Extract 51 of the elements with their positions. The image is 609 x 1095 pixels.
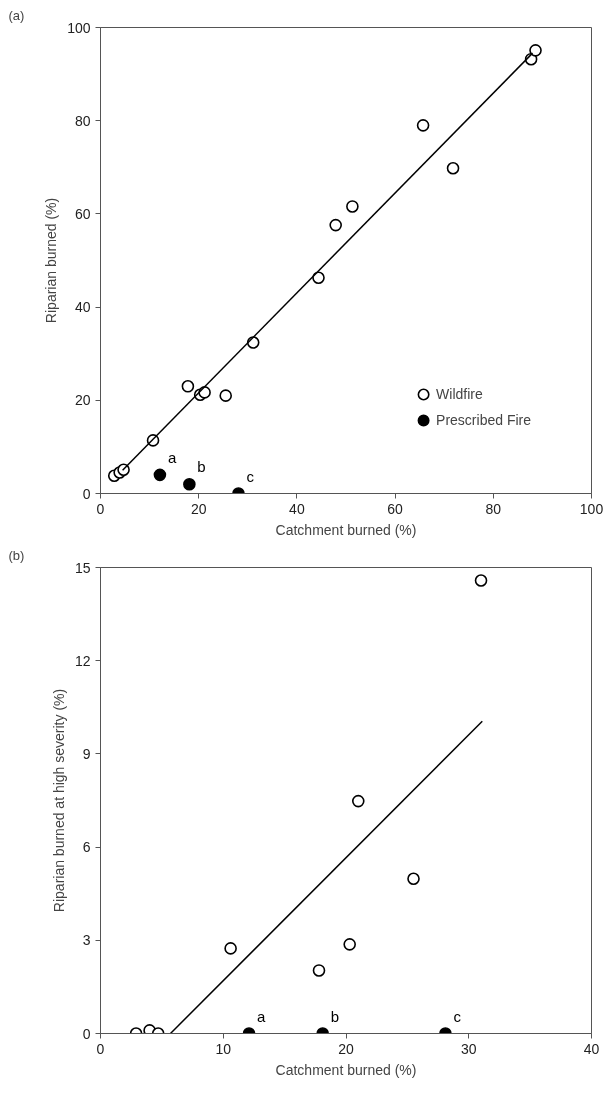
annotation: c: [453, 1007, 462, 1025]
x-tick-label: 100: [579, 500, 604, 517]
point: [224, 942, 237, 955]
y-tick-label: 0: [82, 1025, 91, 1042]
y-tick-label: 80: [74, 112, 91, 129]
y-axis-title: Riparian burned at high severity (%): [50, 688, 67, 913]
x-tick-label: 10: [215, 1040, 232, 1057]
x-tick-label: 0: [96, 1040, 105, 1057]
point: [153, 468, 167, 482]
x-tick-label: 40: [289, 500, 305, 517]
chart-title: (b): [8, 547, 25, 563]
y-tick-label: 40: [74, 299, 91, 316]
x-tick-label: 20: [190, 500, 207, 517]
legend-label: Wildfire: [436, 386, 483, 402]
point: [312, 964, 326, 977]
x-tick-label: 40: [583, 1040, 600, 1057]
point: [183, 477, 196, 491]
legend-label: Prescribed Fire: [436, 412, 531, 428]
point: [181, 380, 195, 393]
chart-title: (a): [8, 7, 25, 23]
point: [219, 389, 233, 402]
x-tick-label: 30: [460, 1040, 477, 1057]
y-tick-label: 9: [82, 745, 91, 762]
y-tick-label: 60: [74, 205, 91, 222]
point: [529, 44, 542, 57]
y-tick-label: 12: [74, 652, 91, 669]
point: [351, 794, 365, 808]
point: [407, 872, 420, 886]
x-axis-title: Catchment burned (%): [275, 521, 417, 538]
point: [329, 218, 342, 232]
y-tick-label: 3: [82, 932, 91, 949]
annotation: c: [246, 467, 255, 485]
annotation: a: [167, 448, 177, 466]
point: [343, 938, 356, 951]
x-axis-title: Catchment burned (%): [275, 1061, 417, 1078]
x-tick-label: 20: [338, 1040, 354, 1057]
y-axis-title: Riparian burned (%): [43, 197, 60, 324]
annotation: b: [330, 1007, 340, 1025]
x-tick-label: 80: [485, 500, 502, 517]
y-tick-label: 0: [82, 485, 91, 502]
y-tick-label: 6: [82, 839, 91, 856]
x-tick-label: 0: [96, 500, 105, 517]
y-tick-label: 100: [67, 19, 91, 36]
point: [346, 200, 359, 213]
point: [446, 161, 460, 175]
annotation: b: [197, 458, 206, 476]
point: [416, 119, 430, 132]
x-tick-label: 60: [387, 500, 404, 517]
y-tick-label: 15: [74, 559, 91, 576]
y-tick-label: 20: [74, 392, 91, 409]
annotation: a: [257, 1007, 267, 1025]
